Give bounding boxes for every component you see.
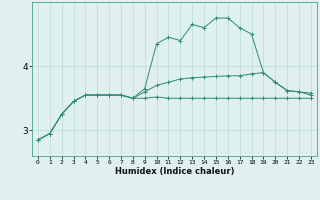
X-axis label: Humidex (Indice chaleur): Humidex (Indice chaleur)	[115, 167, 234, 176]
